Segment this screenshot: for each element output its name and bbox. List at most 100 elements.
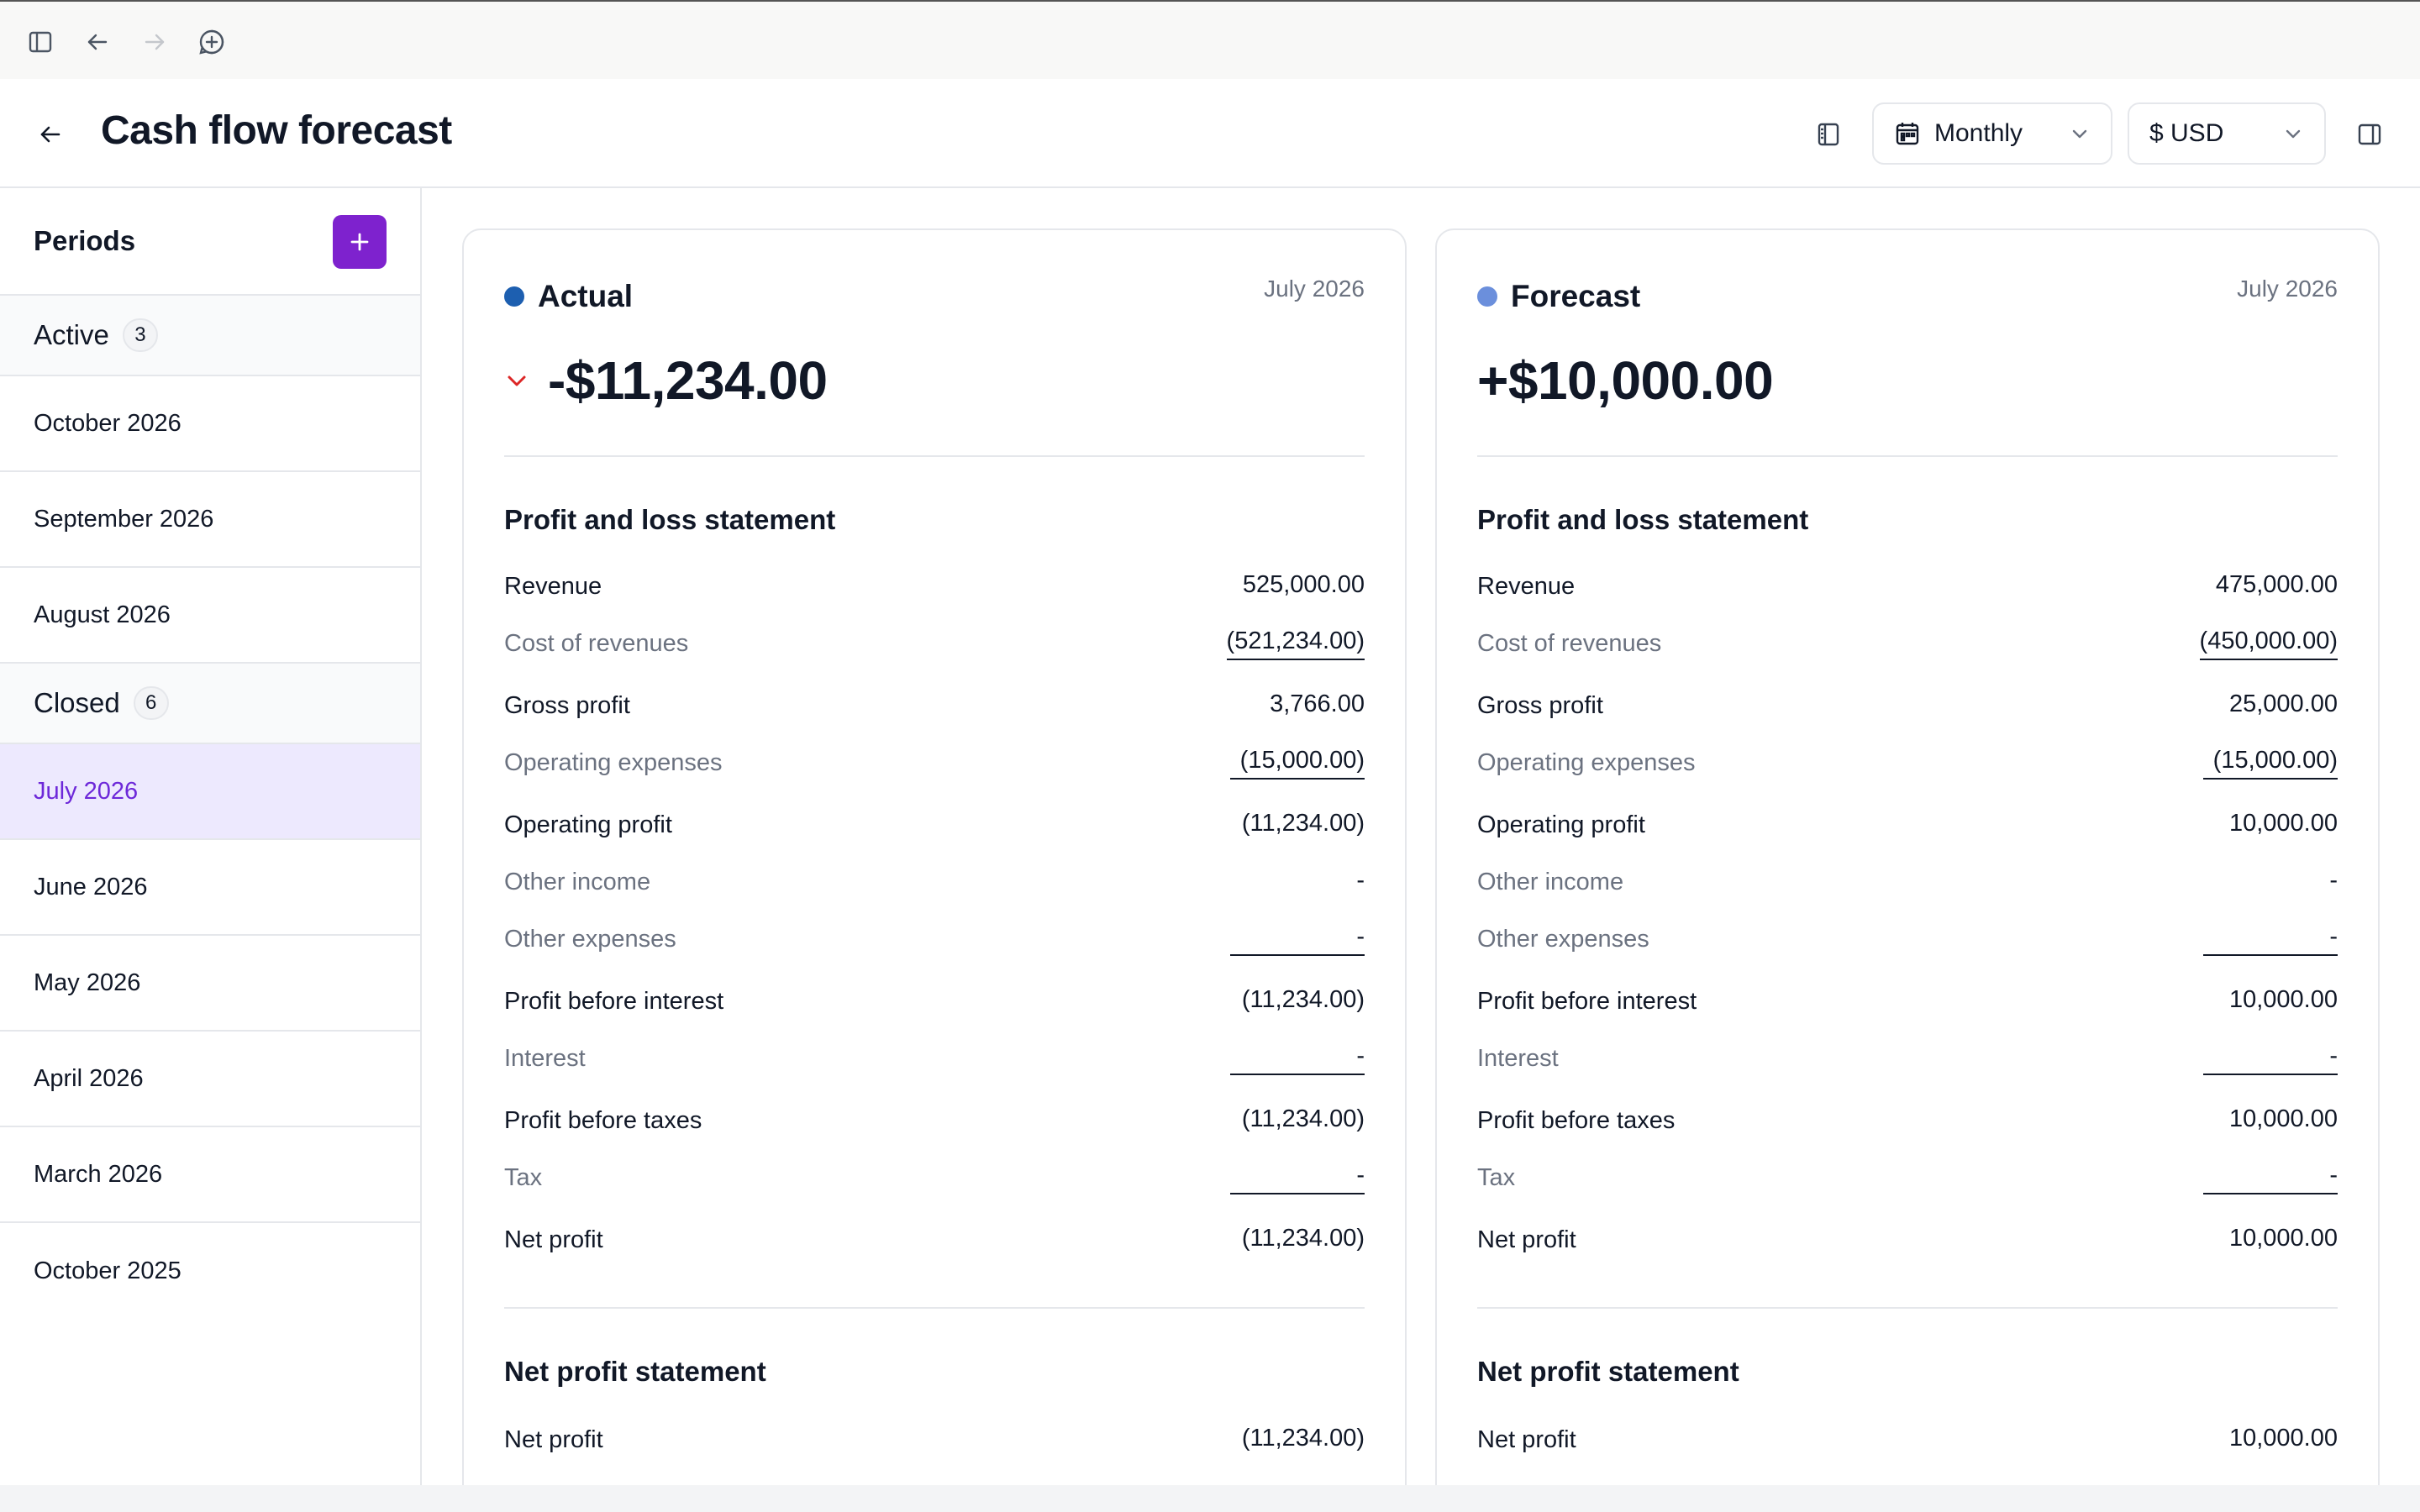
- row-label: Operating expenses: [504, 748, 723, 776]
- row-label: Net profit: [504, 1425, 603, 1453]
- period-item[interactable]: October 2026: [0, 376, 420, 472]
- statement-row: Other expenses -: [504, 916, 1365, 963]
- currency-select[interactable]: $ USD: [2128, 102, 2326, 165]
- new-tab-icon[interactable]: [193, 24, 230, 60]
- forward-nav-icon[interactable]: [136, 24, 173, 60]
- card-date: July 2026: [2237, 276, 2338, 302]
- bottom-bar: [0, 1485, 2420, 1512]
- period-item[interactable]: September 2026: [0, 472, 420, 568]
- panel-left-icon[interactable]: [1808, 114, 1849, 155]
- row-value: 25,000.00: [2228, 690, 2338, 717]
- actual-dot-icon: [504, 286, 524, 307]
- row-label: Interest: [504, 1044, 586, 1072]
- panel-right-icon[interactable]: [2349, 114, 2390, 155]
- chevron-down-icon: [504, 368, 538, 393]
- count-badge: 3: [122, 318, 158, 352]
- chevron-down-icon: [2069, 123, 2091, 144]
- group-label: Closed: [34, 687, 120, 718]
- card-label: Actual: [504, 279, 633, 314]
- row-value: (15,000.00): [1230, 747, 1365, 780]
- statement-row: Gross profit 3,766.00: [504, 682, 1365, 729]
- statement-row: Operating expenses (15,000.00): [1477, 739, 2338, 786]
- sidebar-toggle-icon[interactable]: [22, 24, 59, 60]
- chevron-down-icon: [2282, 123, 2304, 144]
- divider: [1477, 1307, 2338, 1309]
- card-total-value: +$10,000.00: [1477, 350, 1774, 411]
- row-label: Cost of revenues: [1477, 629, 1662, 657]
- section-title: Profit and loss statement: [504, 504, 836, 535]
- statement-row: Net profit (11,234.00): [504, 1416, 1365, 1463]
- row-label: Cost of revenues: [504, 629, 689, 657]
- row-value: -: [1230, 923, 1365, 956]
- card-total: +$10,000.00: [1477, 349, 1774, 412]
- card-label-text: Actual: [538, 279, 634, 313]
- row-value: (11,234.00): [1241, 1105, 1365, 1132]
- row-label: Gross profit: [1477, 691, 1603, 719]
- sidebar-header: Periods: [0, 188, 420, 296]
- back-button[interactable]: [30, 114, 71, 155]
- row-value: -: [2329, 866, 2338, 894]
- row-label: Operating profit: [1477, 811, 1645, 838]
- card-label: Forecast: [1477, 279, 1640, 314]
- row-label: Operating profit: [504, 811, 672, 838]
- count-badge: 6: [133, 686, 169, 720]
- row-value: 3,766.00: [1270, 690, 1365, 717]
- row-label: Net profit: [1477, 1425, 1576, 1453]
- currency-value: $ USD: [2149, 119, 2224, 147]
- statement-row: Revenue 525,000.00: [504, 563, 1365, 610]
- row-value: (11,234.00): [1241, 1424, 1365, 1452]
- row-value: (521,234.00): [1226, 627, 1365, 660]
- statement-row: Revenue 475,000.00: [1477, 563, 2338, 610]
- statement-row: Net profit 10,000.00: [1477, 1216, 2338, 1263]
- period-item[interactable]: April 2026: [0, 1032, 420, 1127]
- row-value: (15,000.00): [2203, 747, 2338, 780]
- back-nav-icon[interactable]: [79, 24, 116, 60]
- row-value: (11,234.00): [1241, 809, 1365, 837]
- statement-row: Other income -: [504, 858, 1365, 906]
- statement-row: Interest -: [504, 1035, 1365, 1082]
- period-item-selected[interactable]: July 2026: [0, 744, 420, 840]
- row-label: Profit before taxes: [1477, 1106, 1676, 1134]
- row-label: Tax: [1477, 1163, 1516, 1191]
- statement-row: Operating profit 10,000.00: [1477, 801, 2338, 848]
- forecast-card: Forecast July 2026 +$10,000.00 Profit an…: [1435, 228, 2380, 1485]
- statement-row: Operating profit (11,234.00): [504, 801, 1365, 848]
- statement-row: Gross profit 25,000.00: [1477, 682, 2338, 729]
- card-total-value: -$11,234.00: [548, 350, 828, 411]
- add-period-button[interactable]: [333, 215, 387, 269]
- row-value: 10,000.00: [2228, 1105, 2338, 1132]
- row-value: -: [1356, 866, 1365, 894]
- row-label: Operating expenses: [1477, 748, 1696, 776]
- row-label: Net profit: [1477, 1226, 1576, 1253]
- statement-row: Profit before interest 10,000.00: [1477, 978, 2338, 1025]
- sidebar-title: Periods: [34, 225, 136, 256]
- period-item[interactable]: August 2026: [0, 568, 420, 664]
- group-active: Active 3: [0, 296, 420, 376]
- period-item[interactable]: June 2026: [0, 840, 420, 936]
- row-label: Net profit: [504, 1226, 603, 1253]
- statement-row: Interest -: [1477, 1035, 2338, 1082]
- statement-row: Net profit 10,000.00: [1477, 1416, 2338, 1463]
- row-label: Interest: [1477, 1044, 1559, 1072]
- statement-row: Profit before taxes 10,000.00: [1477, 1097, 2338, 1144]
- row-label: Other income: [1477, 868, 1624, 895]
- row-label: Revenue: [504, 572, 602, 600]
- card-date: July 2026: [1264, 276, 1365, 302]
- row-value: (11,234.00): [1241, 985, 1365, 1013]
- section-title: Net profit statement: [1477, 1356, 1739, 1387]
- group-closed: Closed 6: [0, 664, 420, 744]
- period-item[interactable]: May 2026: [0, 936, 420, 1032]
- frequency-select[interactable]: Monthly: [1872, 102, 2112, 165]
- divider: [504, 1307, 1365, 1309]
- statement-row: Other income -: [1477, 858, 2338, 906]
- row-value: 10,000.00: [2228, 1224, 2338, 1252]
- plus-icon: [350, 233, 369, 251]
- group-label: Active: [34, 319, 109, 350]
- period-item[interactable]: October 2025: [34, 1257, 182, 1284]
- row-value: 10,000.00: [2228, 1424, 2338, 1452]
- divider: [1477, 455, 2338, 457]
- row-value: -: [2203, 1042, 2338, 1075]
- period-item[interactable]: March 2026: [0, 1127, 420, 1223]
- main-content: Actual July 2026 -$11,234.00 Profit and …: [424, 188, 2420, 1485]
- statement-row: Other expenses -: [1477, 916, 2338, 963]
